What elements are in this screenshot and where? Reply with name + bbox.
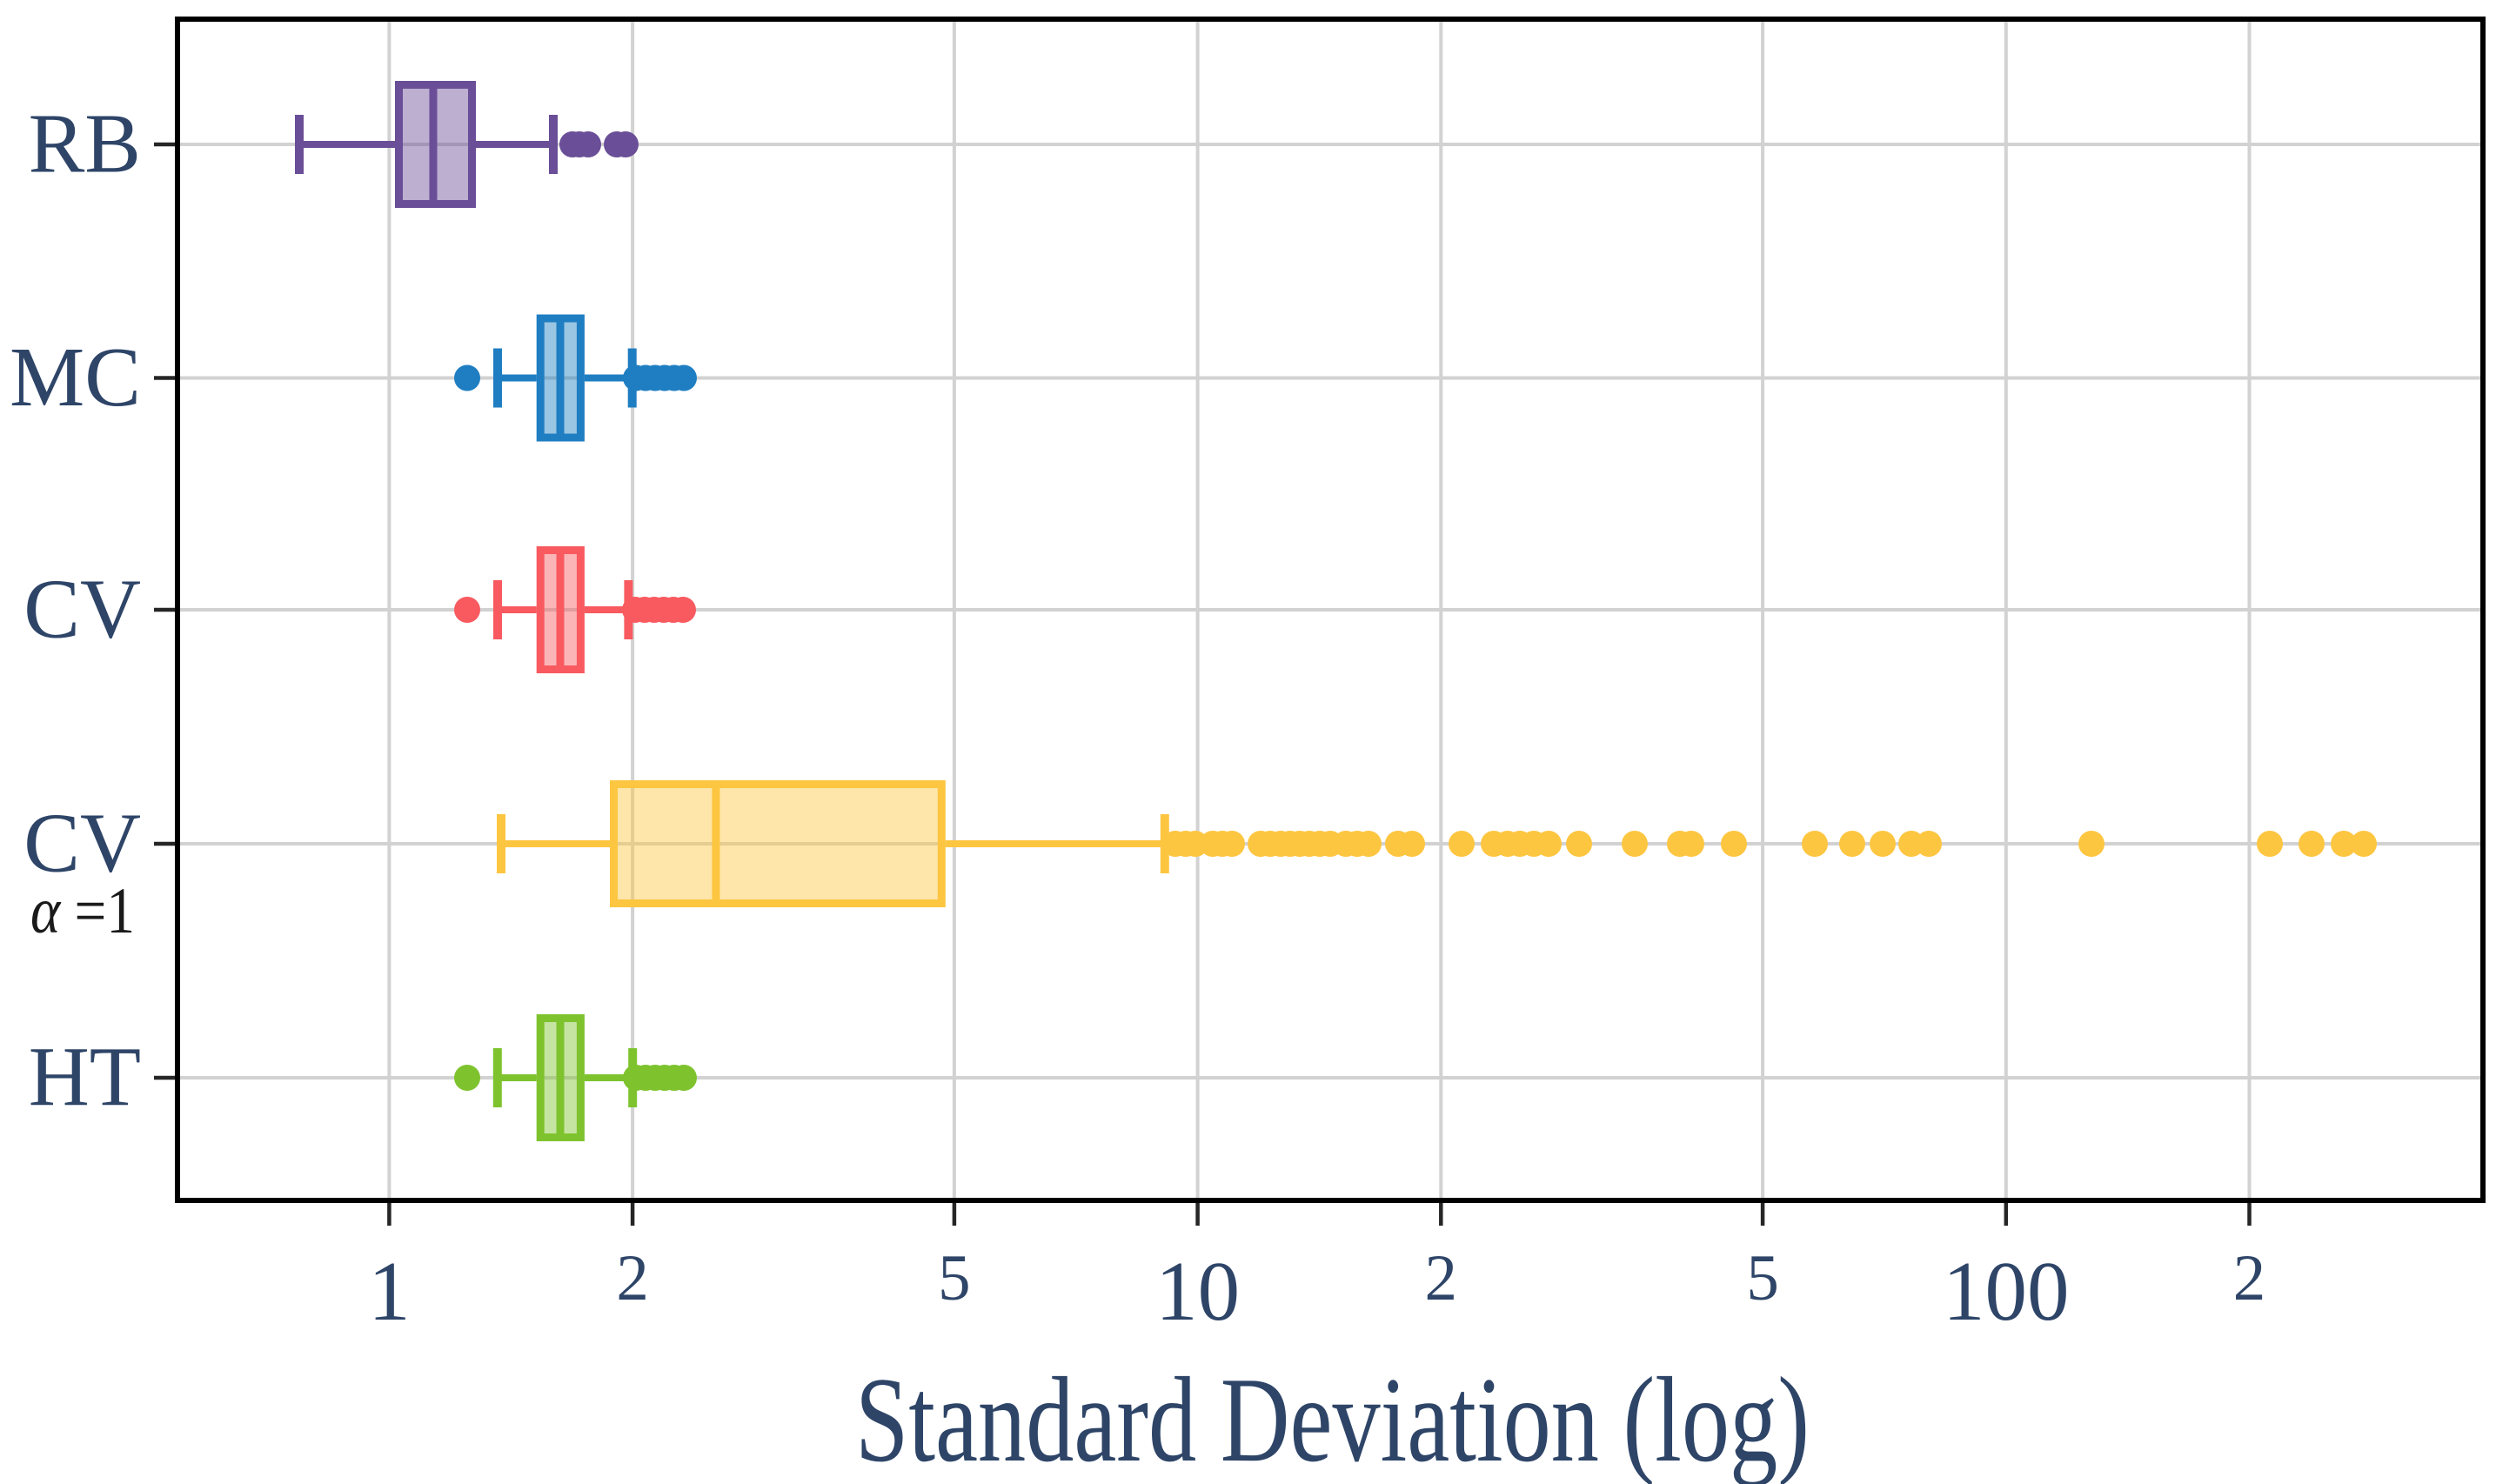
svg-text:1: 1 xyxy=(368,1245,411,1338)
svg-text:5: 5 xyxy=(1746,1242,1779,1314)
svg-text:α =1: α =1 xyxy=(30,875,135,947)
svg-text:MC: MC xyxy=(10,331,141,424)
svg-text:CV: CV xyxy=(23,797,141,890)
svg-text:5: 5 xyxy=(938,1242,971,1314)
svg-text:CV: CV xyxy=(23,563,141,656)
svg-text:2: 2 xyxy=(1425,1242,1458,1314)
svg-text:2: 2 xyxy=(616,1242,649,1314)
svg-text:10: 10 xyxy=(1155,1245,1240,1338)
svg-text:Standard Deviation (log): Standard Deviation (log) xyxy=(855,1353,1810,1484)
svg-text:RB: RB xyxy=(29,97,141,191)
svg-text:HT: HT xyxy=(29,1031,141,1124)
svg-text:2: 2 xyxy=(2233,1242,2266,1314)
svg-text:100: 100 xyxy=(1943,1245,2070,1338)
